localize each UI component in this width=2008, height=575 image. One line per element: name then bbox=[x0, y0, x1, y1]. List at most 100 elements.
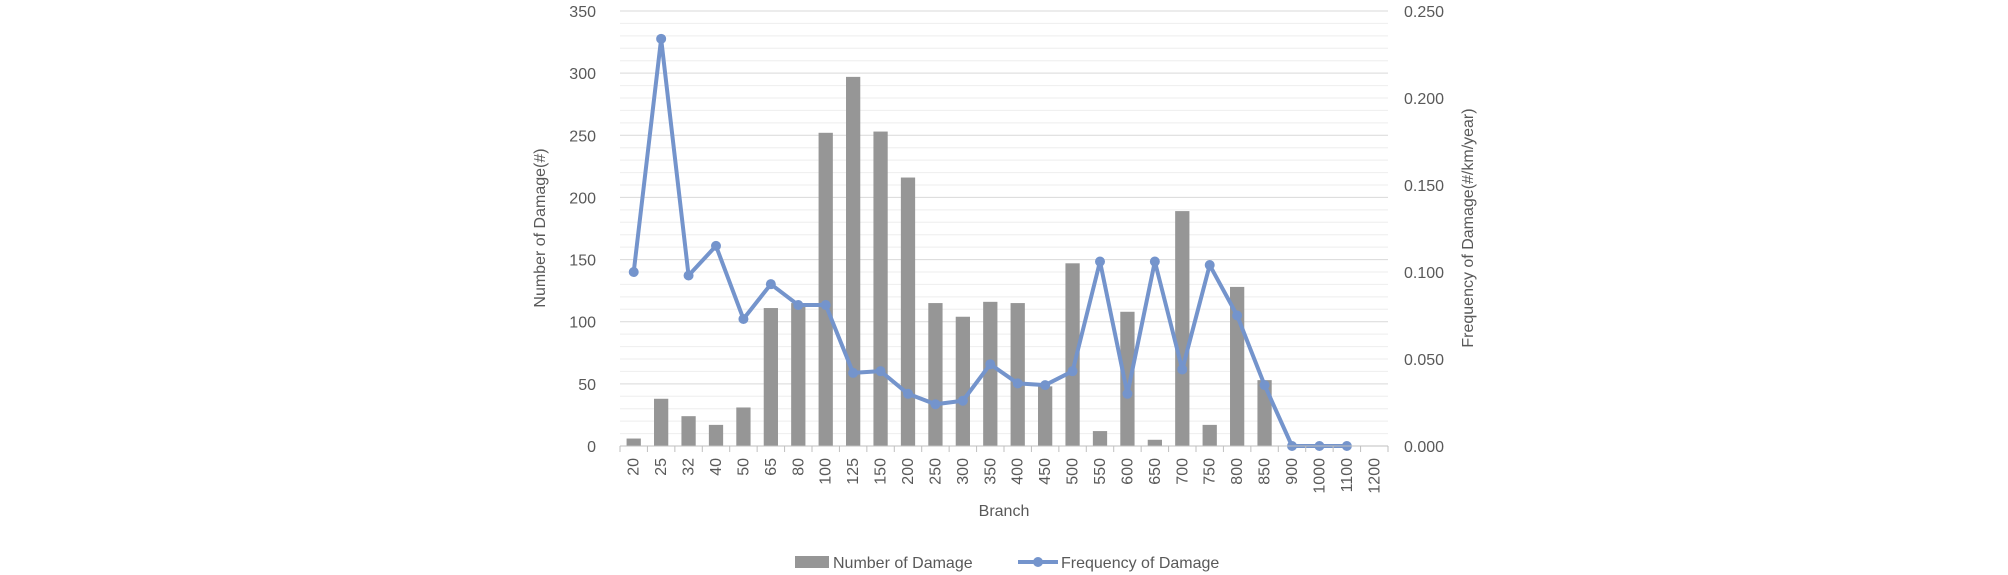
y2-tick-label: 0.050 bbox=[1404, 352, 1444, 369]
point-850 bbox=[1259, 380, 1270, 391]
point-800 bbox=[1232, 310, 1243, 321]
x-tick-label: 125 bbox=[845, 458, 862, 485]
legend: Number of Damage Frequency of Damage bbox=[795, 555, 1219, 572]
x-tick-label: 800 bbox=[1229, 458, 1246, 485]
bar-80 bbox=[791, 303, 806, 446]
bar-450 bbox=[1038, 386, 1053, 446]
y-tick-label: 50 bbox=[578, 377, 596, 394]
bar-400 bbox=[1010, 303, 1025, 446]
point-450 bbox=[1040, 380, 1051, 391]
y-tick-label: 0 bbox=[587, 439, 596, 456]
x-tick-label: 40 bbox=[708, 458, 725, 476]
x-tick-label: 350 bbox=[982, 458, 999, 485]
point-350 bbox=[985, 359, 996, 370]
bar-700 bbox=[1175, 211, 1190, 446]
x-tick-label: 50 bbox=[735, 458, 752, 476]
bar-25 bbox=[654, 398, 669, 446]
point-550 bbox=[1095, 256, 1105, 267]
x-tick-label: 750 bbox=[1202, 458, 1219, 485]
x-tick-label: 200 bbox=[900, 458, 917, 485]
x-tick-label: 300 bbox=[955, 458, 972, 485]
bar-125 bbox=[846, 76, 861, 446]
x-tick-label: 150 bbox=[873, 458, 890, 485]
line-series bbox=[628, 33, 1352, 451]
point-32 bbox=[683, 270, 694, 281]
bar-650 bbox=[1147, 439, 1162, 446]
point-40 bbox=[711, 240, 721, 251]
y-tick-label: 300 bbox=[569, 66, 596, 83]
bar-300 bbox=[955, 316, 970, 446]
gridlines bbox=[620, 10, 1388, 435]
x-axis-title: Branch bbox=[979, 503, 1030, 520]
y-tick-label: 150 bbox=[569, 253, 596, 270]
x-tick-label: 900 bbox=[1284, 458, 1301, 485]
bar-32 bbox=[681, 416, 696, 446]
bar-150 bbox=[873, 131, 888, 447]
y2-tick-label: 0.250 bbox=[1404, 4, 1444, 21]
y-tick-label: 100 bbox=[569, 315, 596, 332]
point-150 bbox=[875, 366, 886, 377]
legend-label-frequency-of-damage: Frequency of Damage bbox=[1061, 555, 1219, 572]
bar-100 bbox=[818, 132, 833, 447]
x-tick-label: 1000 bbox=[1311, 458, 1328, 494]
x-tick-label: 550 bbox=[1092, 458, 1109, 485]
x-tick-label: 250 bbox=[927, 458, 944, 485]
y-tick-label: 250 bbox=[569, 128, 596, 145]
x-tick-label: 100 bbox=[818, 458, 835, 485]
bar-550 bbox=[1092, 431, 1108, 446]
x-tick-label: 20 bbox=[626, 458, 643, 476]
x-tick-label: 1100 bbox=[1339, 458, 1356, 493]
point-400 bbox=[1012, 378, 1023, 389]
point-200 bbox=[903, 388, 913, 399]
bar-350 bbox=[983, 301, 998, 446]
y-tick-label: 350 bbox=[569, 4, 596, 21]
y-axis-title: Number of Damage(#) bbox=[532, 148, 549, 307]
x-tick-label: 700 bbox=[1174, 458, 1191, 485]
x-tick-label: 500 bbox=[1065, 458, 1082, 485]
y2-tick-label: 0.200 bbox=[1404, 91, 1444, 108]
bar-50 bbox=[736, 407, 751, 446]
x-tick-label: 400 bbox=[1010, 458, 1027, 485]
point-100 bbox=[820, 300, 831, 311]
bar-250 bbox=[928, 303, 943, 446]
x-tick-label: 80 bbox=[790, 458, 807, 476]
x-tick-label: 32 bbox=[681, 458, 698, 476]
point-65 bbox=[765, 279, 776, 290]
bar-200 bbox=[900, 177, 916, 447]
point-20 bbox=[628, 267, 639, 277]
bar-20 bbox=[626, 438, 641, 446]
axes: 20 25 32 40 50 65 80 100 125 150 200 250 300 350 400 45… bbox=[569, 4, 1444, 494]
x-tick-label: 1200 bbox=[1366, 458, 1383, 494]
point-300 bbox=[957, 395, 968, 406]
bar-750 bbox=[1202, 424, 1217, 446]
x-tick-label: 650 bbox=[1147, 458, 1164, 485]
legend-swatch-number-of-damage bbox=[795, 556, 829, 568]
point-750 bbox=[1204, 260, 1215, 271]
x-tick-label: 450 bbox=[1037, 458, 1054, 485]
x-tick-label: 600 bbox=[1119, 458, 1136, 485]
point-80 bbox=[793, 300, 804, 311]
legend-label-number-of-damage: Number of Damage bbox=[833, 555, 973, 572]
x-tick-label: 850 bbox=[1257, 458, 1274, 485]
point-25 bbox=[656, 33, 667, 44]
point-250 bbox=[930, 399, 941, 410]
point-500 bbox=[1067, 366, 1078, 377]
bar-40 bbox=[708, 424, 724, 446]
bar-500 bbox=[1065, 263, 1080, 446]
y-tick-label: 200 bbox=[569, 190, 596, 207]
legend-marker-frequency-of-damage bbox=[1033, 557, 1043, 567]
y2-axis-title: Frequency of Damage(#/km/year) bbox=[1460, 108, 1477, 347]
bar-series bbox=[626, 76, 1272, 447]
point-700 bbox=[1177, 364, 1188, 375]
y2-tick-label: 0.100 bbox=[1404, 265, 1444, 282]
y2-tick-label: 0.150 bbox=[1404, 178, 1444, 195]
y2-tick-label: 0.000 bbox=[1404, 439, 1444, 456]
bar-65 bbox=[763, 308, 778, 446]
point-50 bbox=[738, 313, 749, 324]
x-tick-label: 25 bbox=[653, 458, 670, 476]
bar-600 bbox=[1120, 311, 1135, 446]
point-650 bbox=[1149, 256, 1160, 267]
point-600 bbox=[1122, 388, 1133, 399]
x-tick-label: 65 bbox=[763, 458, 780, 476]
